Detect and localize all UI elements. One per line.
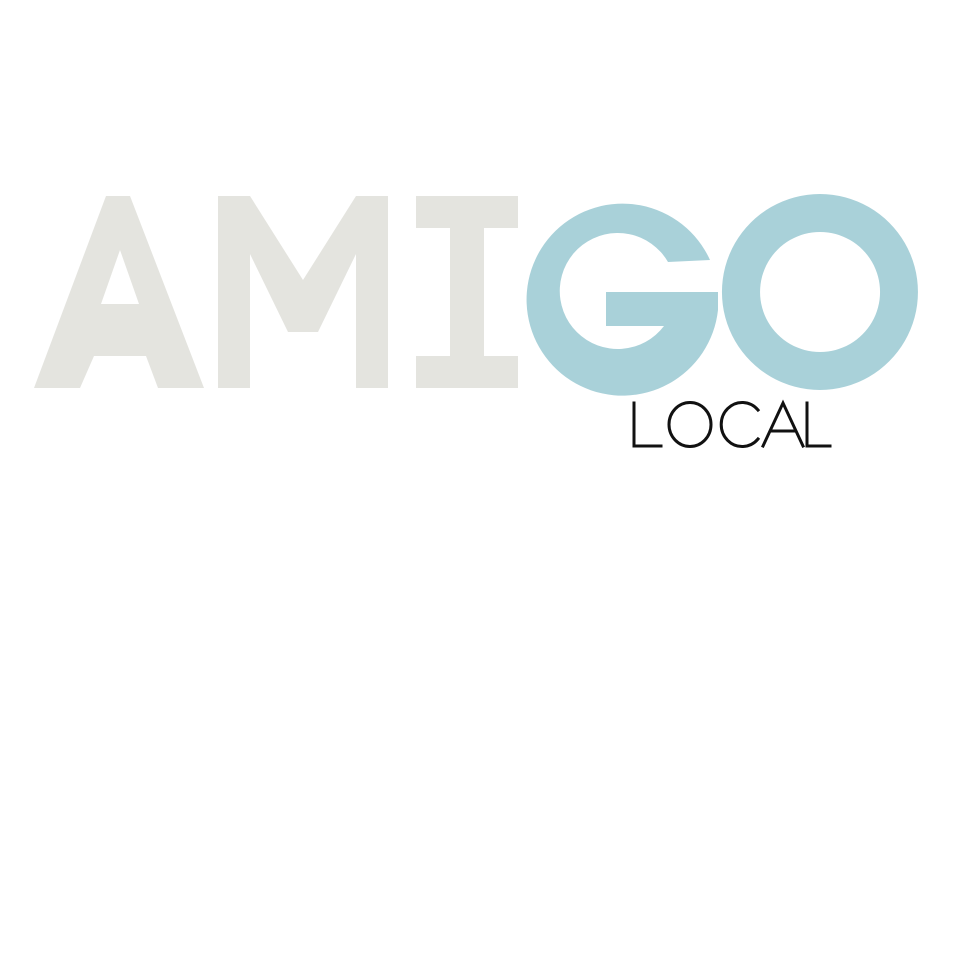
- tagline-local: [632, 399, 832, 448]
- letter-g: [526, 203, 718, 396]
- letter-o: [721, 194, 918, 390]
- letter-m: [218, 196, 388, 388]
- letter-i: [416, 196, 518, 388]
- letter-a: [34, 196, 204, 388]
